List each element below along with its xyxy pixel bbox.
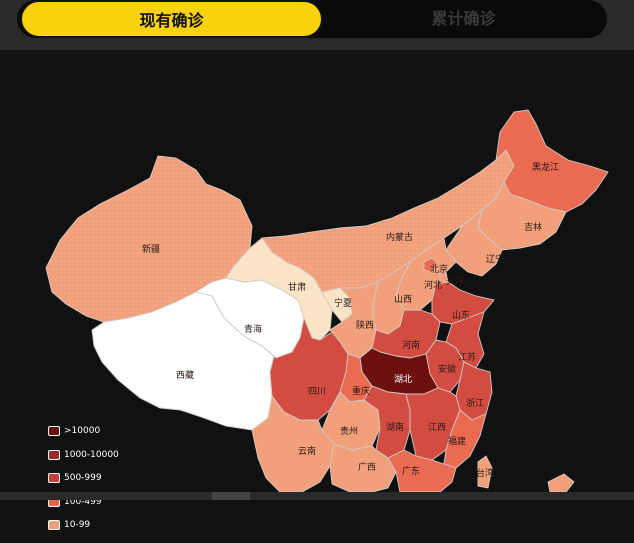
label-chongqing: 重庆: [352, 385, 370, 397]
label-neimenggu: 内蒙古: [386, 231, 413, 243]
label-guangdong: 广东: [402, 465, 420, 477]
province-guangxi[interactable]: [329, 443, 397, 493]
label-qinghai: 青海: [244, 323, 262, 335]
tab-current-confirmed[interactable]: 现有确诊: [20, 0, 323, 38]
province-hainan[interactable]: [547, 473, 575, 493]
label-anhui: 安徽: [438, 363, 456, 375]
label-beijing: 北京: [430, 263, 448, 275]
label-xinjiang: 新疆: [142, 243, 160, 255]
legend-label: 10-99: [64, 520, 91, 530]
label-gansu: 甘肃: [288, 281, 306, 293]
label-tianjin: 天津: [446, 276, 464, 287]
legend-swatch: [48, 426, 60, 436]
legend-label: 500-999: [64, 473, 102, 483]
label-ningxia: 宁夏: [334, 297, 352, 309]
legend-swatch: [48, 449, 60, 460]
province-neimenggu-texture: [262, 150, 514, 292]
label-jiangsu: 江苏: [458, 351, 476, 363]
label-hunan: 湖南: [386, 421, 404, 433]
label-jilin: 吉林: [524, 221, 542, 233]
label-hebei: 河北: [424, 279, 442, 291]
label-jiangxi: 江西: [428, 422, 446, 433]
bottom-strip: [0, 492, 634, 500]
bottom-strip-block: [212, 492, 250, 500]
legend-swatch: [48, 520, 60, 530]
label-xizang: 西藏: [176, 369, 194, 381]
province-beijing[interactable]: [423, 257, 439, 273]
label-yunnan: 云南: [298, 445, 316, 457]
label-hubei: 湖北: [394, 374, 412, 385]
province-taiwan[interactable]: [477, 455, 493, 489]
label-shanxi: 山西: [394, 294, 412, 305]
province-xinjiang-texture: [46, 156, 252, 322]
legend-swatch: [48, 473, 60, 483]
map-legend: >10000 1000-10000 500-999 100-499 10-99: [48, 425, 119, 543]
top-bar: 现有确诊 累计确诊: [0, 0, 634, 50]
label-taiwan: 台湾: [476, 467, 494, 479]
label-guangxi: 广西: [358, 461, 376, 473]
tab-toggle: 现有确诊 累计确诊: [17, 0, 607, 38]
label-fujian: 福建: [448, 435, 466, 447]
province-guangdong[interactable]: [387, 449, 457, 493]
legend-item[interactable]: 1000-10000: [48, 449, 119, 473]
china-map: 新疆 西藏 青海 甘肃 内蒙古 黑龙江 吉林 辽宁 北京 天津 河北 山西 宁夏…: [45, 109, 609, 493]
label-sichuan: 四川: [308, 387, 326, 397]
label-shandong: 山东: [452, 309, 470, 321]
label-liaoning: 辽宁: [486, 253, 504, 265]
label-shaanxi: 陕西: [356, 319, 374, 331]
legend-item[interactable]: >10000: [48, 425, 119, 449]
label-henan: 河南: [402, 339, 420, 351]
province-hunan[interactable]: [363, 385, 411, 459]
map-area: 新疆 西藏 青海 甘肃 内蒙古 黑龙江 吉林 辽宁 北京 天津 河北 山西 宁夏…: [0, 50, 634, 530]
legend-label: 1000-10000: [64, 449, 119, 460]
label-zhejiang: 浙江: [466, 397, 484, 409]
legend-label: >10000: [64, 426, 101, 436]
label-guizhou: 贵州: [340, 425, 358, 437]
label-heilongjiang: 黑龙江: [532, 161, 559, 173]
legend-item[interactable]: 500-999: [48, 472, 119, 496]
tab-cumulative-confirmed[interactable]: 累计确诊: [431, 9, 496, 28]
legend-item[interactable]: 10-99: [48, 519, 119, 543]
